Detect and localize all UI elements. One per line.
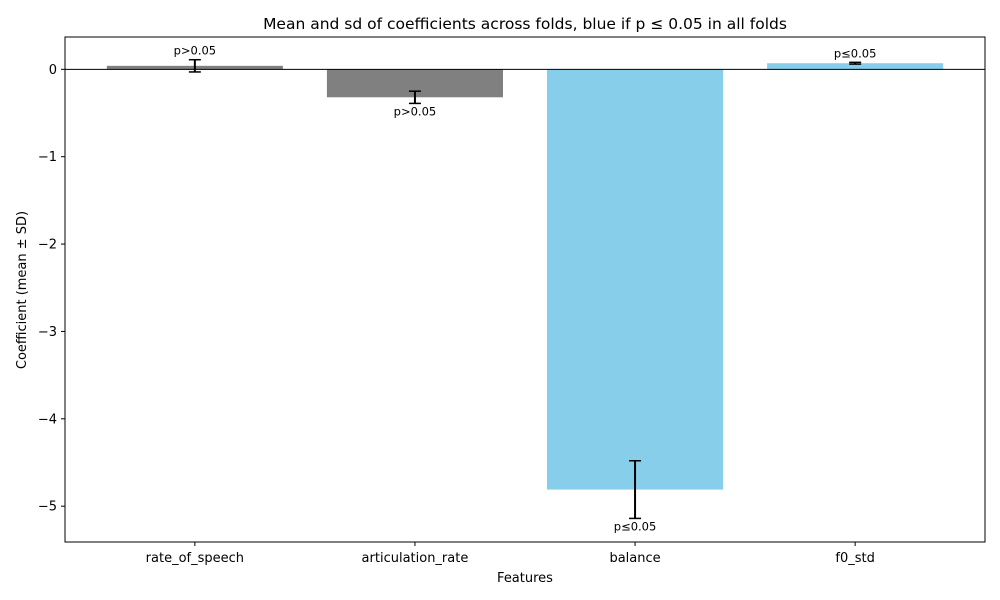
y-tick-label: 0 — [49, 63, 57, 78]
y-axis-label: Coefficient (mean ± SD) — [15, 211, 30, 369]
p-value-label: p≤0.05 — [614, 519, 657, 533]
x-tick-label: balance — [609, 551, 660, 566]
bar-f0_std — [767, 63, 944, 70]
y-tick-label: −5 — [38, 500, 57, 515]
x-tick-label: f0_std — [835, 551, 874, 566]
y-tick-label: −3 — [38, 325, 57, 340]
chart-title: Mean and sd of coefficients across folds… — [263, 15, 787, 33]
x-axis-label: Features — [497, 571, 553, 586]
y-tick-label: −4 — [38, 412, 57, 427]
x-tick-label: articulation_rate — [362, 551, 469, 566]
p-value-label: p>0.05 — [174, 44, 217, 58]
p-value-label: p>0.05 — [394, 104, 437, 118]
y-tick-label: −2 — [38, 238, 57, 253]
x-tick-label: rate_of_speech — [146, 551, 244, 566]
plot-area: p>0.05 p>0.05 p≤0.05 p≤0.05 0 −1 −2 −3 −4 −5 rate_… — [38, 44, 985, 566]
p-value-label: p≤0.05 — [834, 46, 877, 60]
y-tick-label: −1 — [38, 150, 57, 165]
bar-balance — [547, 69, 724, 490]
plot-frame — [64, 36, 986, 543]
